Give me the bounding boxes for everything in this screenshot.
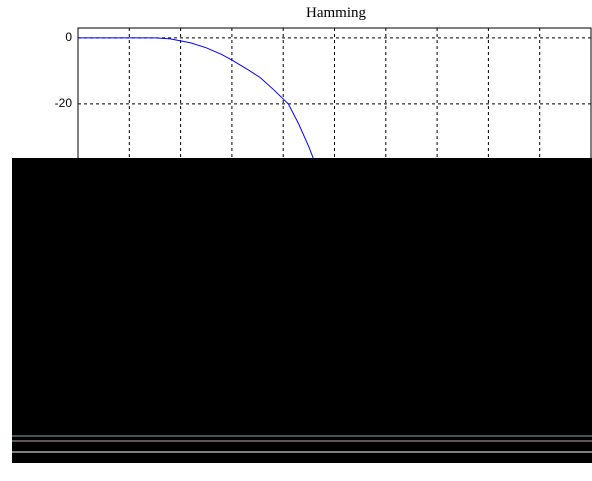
chart: Hamming 0 -20 xyxy=(0,0,592,481)
black-region xyxy=(12,158,592,463)
y-tick-label: 0 xyxy=(65,30,72,44)
y-tick-label: -20 xyxy=(55,96,73,110)
rendering-artifact xyxy=(12,158,592,463)
chart-title: Hamming xyxy=(306,5,366,21)
